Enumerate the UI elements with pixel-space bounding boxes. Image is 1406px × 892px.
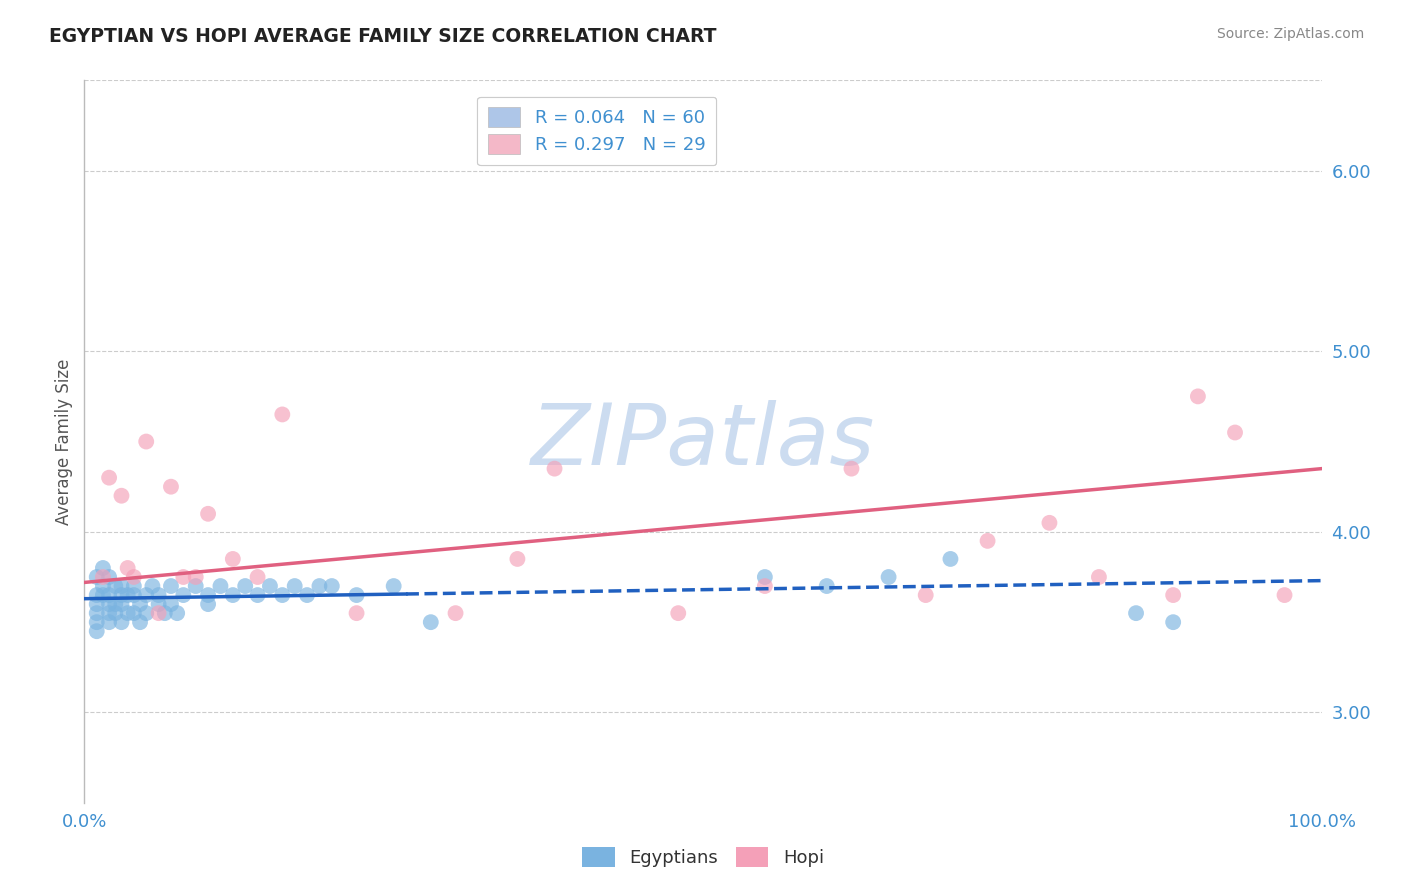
Point bbox=[160, 597, 183, 611]
Point bbox=[444, 606, 467, 620]
Point bbox=[222, 588, 245, 602]
Point bbox=[122, 606, 145, 620]
Point bbox=[160, 579, 183, 593]
Point bbox=[148, 597, 170, 611]
Point bbox=[110, 597, 132, 611]
Legend: R = 0.064   N = 60, R = 0.297   N = 29: R = 0.064 N = 60, R = 0.297 N = 29 bbox=[477, 96, 716, 165]
Point bbox=[222, 552, 245, 566]
Point bbox=[110, 588, 132, 602]
Point bbox=[86, 624, 108, 639]
Point bbox=[86, 570, 108, 584]
Point bbox=[295, 588, 318, 602]
Point bbox=[86, 597, 108, 611]
Point bbox=[104, 579, 127, 593]
Point bbox=[110, 579, 132, 593]
Text: ZIPatlas: ZIPatlas bbox=[531, 400, 875, 483]
Point bbox=[1161, 588, 1184, 602]
Point bbox=[1088, 570, 1111, 584]
Point bbox=[1274, 588, 1296, 602]
Point bbox=[98, 597, 121, 611]
Point bbox=[160, 480, 183, 494]
Text: Source: ZipAtlas.com: Source: ZipAtlas.com bbox=[1216, 27, 1364, 41]
Point bbox=[148, 588, 170, 602]
Point bbox=[346, 606, 368, 620]
Point bbox=[153, 606, 176, 620]
Point bbox=[877, 570, 900, 584]
Point bbox=[197, 588, 219, 602]
Point bbox=[184, 579, 207, 593]
Point bbox=[117, 588, 139, 602]
Legend: Egyptians, Hopi: Egyptians, Hopi bbox=[575, 839, 831, 874]
Point bbox=[141, 579, 163, 593]
Point bbox=[1161, 615, 1184, 630]
Point bbox=[914, 588, 936, 602]
Text: EGYPTIAN VS HOPI AVERAGE FAMILY SIZE CORRELATION CHART: EGYPTIAN VS HOPI AVERAGE FAMILY SIZE COR… bbox=[49, 27, 717, 45]
Point bbox=[976, 533, 998, 548]
Point bbox=[122, 570, 145, 584]
Point bbox=[346, 588, 368, 602]
Point bbox=[271, 408, 294, 422]
Point bbox=[246, 570, 269, 584]
Point bbox=[284, 579, 307, 593]
Point bbox=[939, 552, 962, 566]
Point bbox=[197, 507, 219, 521]
Point bbox=[91, 570, 114, 584]
Point bbox=[148, 606, 170, 620]
Point bbox=[754, 570, 776, 584]
Point bbox=[233, 579, 256, 593]
Point bbox=[209, 579, 232, 593]
Point bbox=[166, 606, 188, 620]
Point bbox=[271, 588, 294, 602]
Point bbox=[135, 434, 157, 449]
Point bbox=[135, 606, 157, 620]
Point bbox=[1038, 516, 1060, 530]
Point bbox=[754, 579, 776, 593]
Point bbox=[259, 579, 281, 593]
Point bbox=[122, 588, 145, 602]
Point bbox=[91, 588, 114, 602]
Y-axis label: Average Family Size: Average Family Size bbox=[55, 359, 73, 524]
Point bbox=[98, 471, 121, 485]
Point bbox=[321, 579, 343, 593]
Point bbox=[98, 606, 121, 620]
Point bbox=[110, 615, 132, 630]
Point bbox=[91, 561, 114, 575]
Point bbox=[172, 570, 194, 584]
Point bbox=[246, 588, 269, 602]
Point bbox=[172, 588, 194, 602]
Point bbox=[184, 570, 207, 584]
Point bbox=[110, 489, 132, 503]
Point bbox=[666, 606, 689, 620]
Point bbox=[129, 615, 152, 630]
Point bbox=[98, 588, 121, 602]
Point bbox=[1223, 425, 1246, 440]
Point bbox=[815, 579, 838, 593]
Point bbox=[86, 615, 108, 630]
Point bbox=[91, 579, 114, 593]
Point bbox=[129, 597, 152, 611]
Point bbox=[117, 561, 139, 575]
Point bbox=[841, 461, 863, 475]
Point bbox=[86, 588, 108, 602]
Point bbox=[382, 579, 405, 593]
Point bbox=[308, 579, 330, 593]
Point bbox=[197, 597, 219, 611]
Point bbox=[104, 597, 127, 611]
Point bbox=[98, 570, 121, 584]
Point bbox=[86, 606, 108, 620]
Point bbox=[1125, 606, 1147, 620]
Point bbox=[543, 461, 565, 475]
Point bbox=[98, 615, 121, 630]
Point bbox=[117, 606, 139, 620]
Point bbox=[135, 588, 157, 602]
Point bbox=[104, 606, 127, 620]
Point bbox=[419, 615, 441, 630]
Point bbox=[1187, 389, 1209, 403]
Point bbox=[506, 552, 529, 566]
Point bbox=[122, 579, 145, 593]
